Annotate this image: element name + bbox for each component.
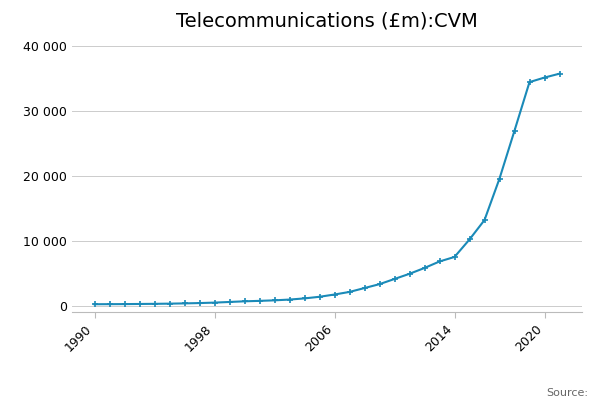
Telecommunications (£m):CVM: [541, 75, 548, 80]
Telecommunications (£m):CVM: [286, 297, 293, 302]
Telecommunications (£m):CVM: [106, 302, 113, 306]
Telecommunications (£m):CVM: [406, 271, 413, 276]
Telecommunications (£m):CVM: [211, 300, 218, 305]
Telecommunications (£m):CVM: [511, 128, 518, 133]
Telecommunications (£m):CVM: [421, 266, 428, 270]
Telecommunications (£m):CVM: [121, 302, 128, 306]
Telecommunications (£m):CVM: [166, 301, 173, 306]
Telecommunications (£m):CVM: [226, 300, 233, 304]
Telecommunications (£m):CVM: [451, 254, 458, 259]
Telecommunications (£m):CVM: [196, 301, 203, 306]
Telecommunications (£m):CVM: [241, 299, 248, 304]
Telecommunications (£m):CVM: [91, 302, 98, 307]
Text: Source:: Source:: [546, 388, 588, 398]
Telecommunications (£m):CVM: [151, 302, 158, 306]
Telecommunications (£m):CVM: [316, 294, 323, 299]
Telecommunications (£m):CVM: [436, 259, 443, 264]
Telecommunications (£m):CVM: [181, 301, 188, 306]
Telecommunications (£m):CVM: [556, 71, 563, 76]
Telecommunications (£m):CVM: [391, 276, 398, 281]
Telecommunications (£m):CVM: [136, 302, 143, 306]
Telecommunications (£m):CVM: [526, 80, 533, 84]
Telecommunications (£m):CVM: [301, 296, 308, 301]
Telecommunications (£m):CVM: [466, 237, 473, 242]
Telecommunications (£m):CVM: [271, 298, 278, 303]
Telecommunications (£m):CVM: [481, 218, 488, 222]
Legend: Telecommunications (£m):CVM: Telecommunications (£m):CVM: [181, 397, 422, 400]
Telecommunications (£m):CVM: [346, 290, 353, 294]
Telecommunications (£m):CVM: [496, 176, 503, 181]
Telecommunications (£m):CVM: [361, 286, 368, 290]
Line: Telecommunications (£m):CVM: Telecommunications (£m):CVM: [91, 70, 563, 308]
Title: Telecommunications (£m):CVM: Telecommunications (£m):CVM: [176, 11, 478, 30]
Telecommunications (£m):CVM: [376, 282, 383, 286]
Telecommunications (£m):CVM: [331, 292, 338, 297]
Telecommunications (£m):CVM: [256, 298, 263, 303]
